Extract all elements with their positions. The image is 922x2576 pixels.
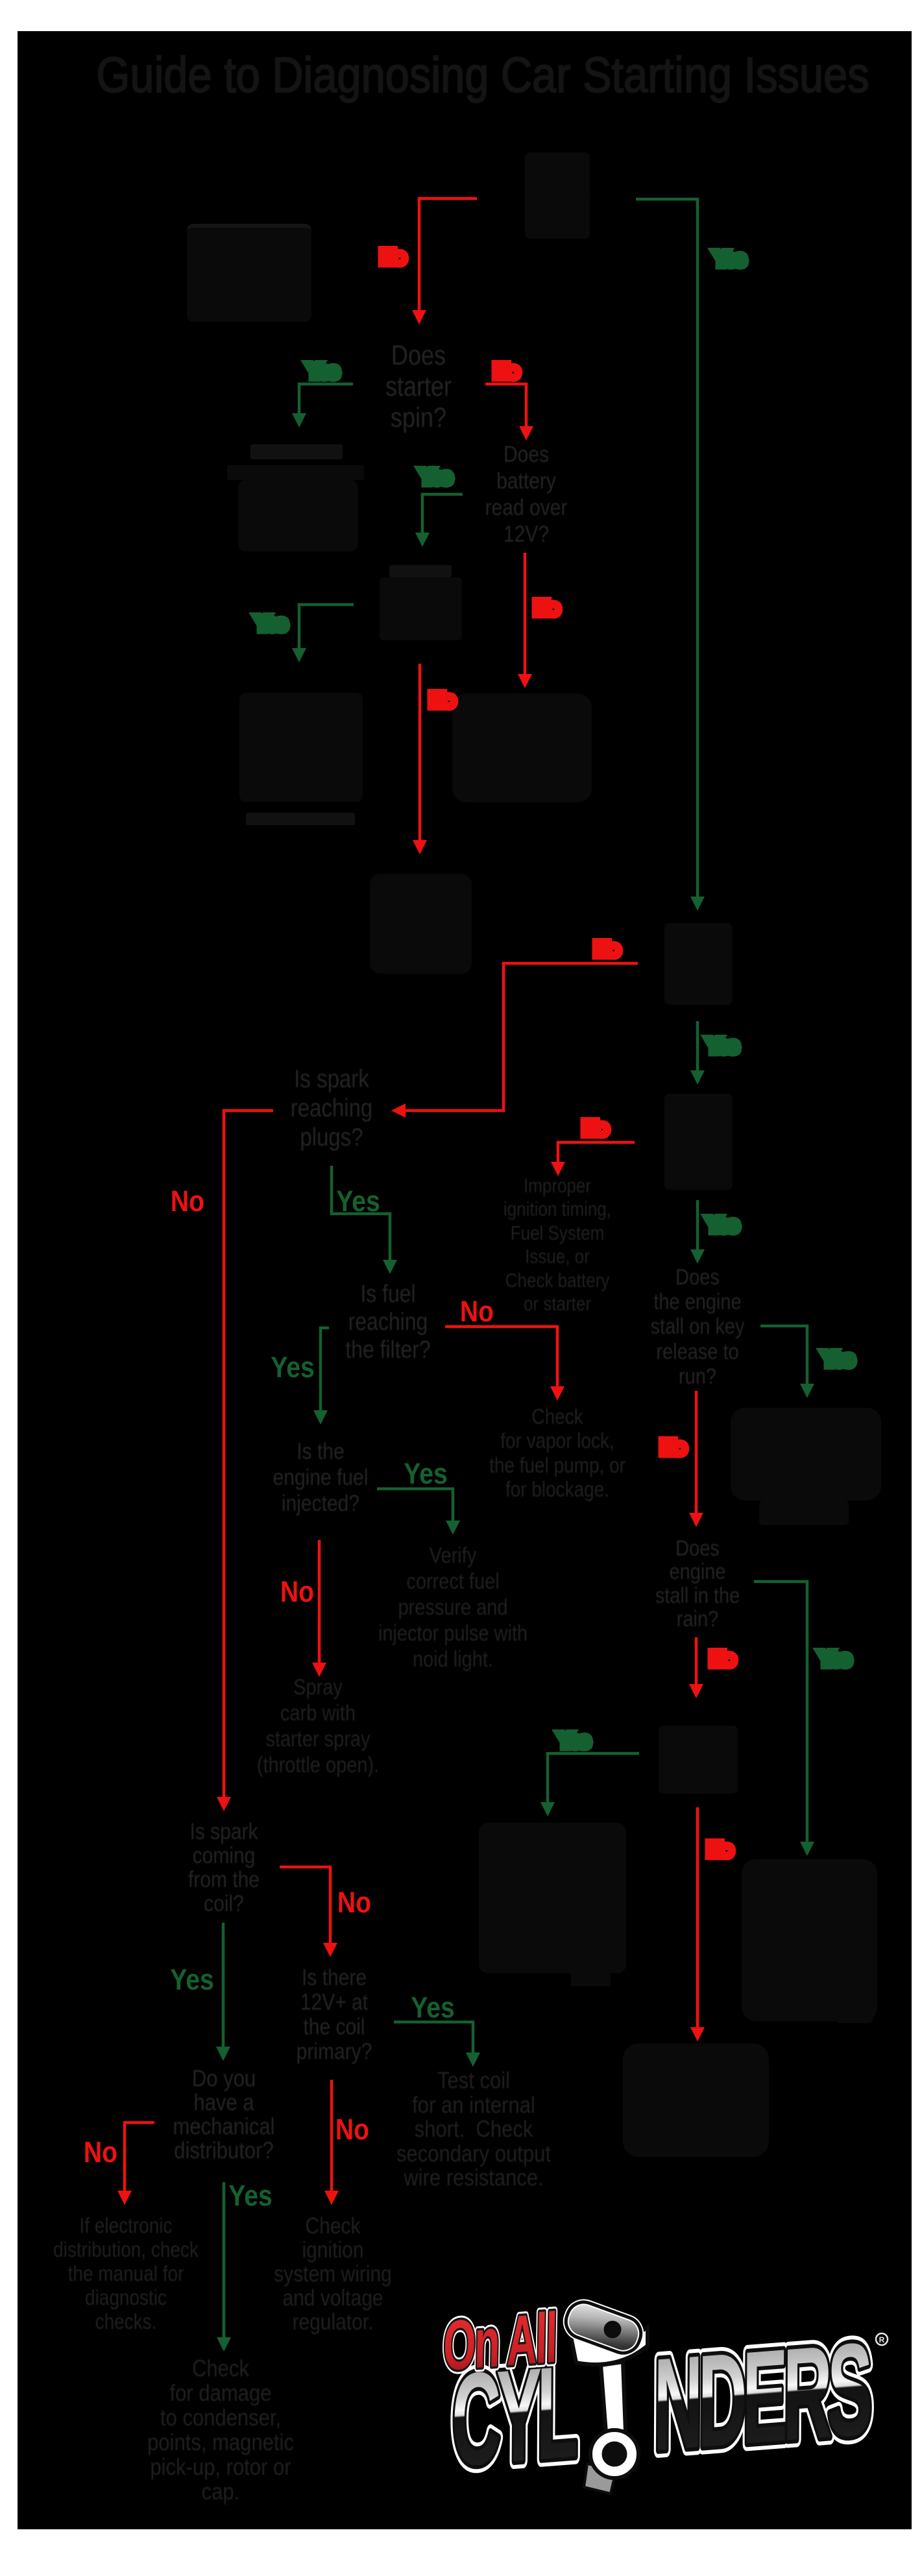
svg-text:CYL: CYL [452, 2338, 577, 2494]
svg-text:NDERS: NDERS [653, 2316, 871, 2479]
svg-text:CYL: CYL [452, 2338, 577, 2494]
svg-text:R: R [879, 2335, 885, 2344]
svg-text:On All: On All [443, 2298, 557, 2385]
svg-text:NDERS: NDERS [653, 2316, 871, 2479]
svg-text:On All: On All [443, 2298, 557, 2385]
